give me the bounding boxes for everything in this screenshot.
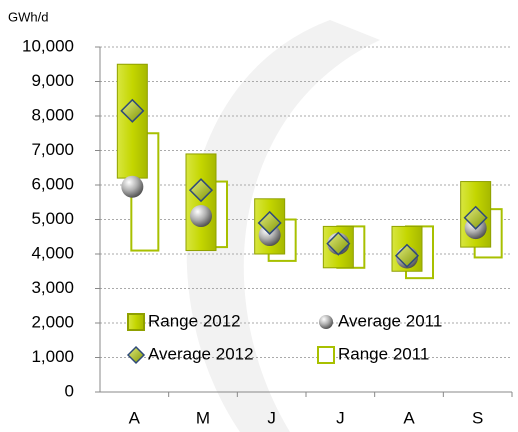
y-tick-label: 2,000 (31, 312, 74, 331)
y-tick-label: 1,000 (31, 347, 74, 366)
x-tick-label: A (403, 408, 415, 427)
range-bar (185, 153, 217, 252)
y-tick-label: 8,000 (31, 105, 74, 124)
x-tick-label: J (267, 408, 276, 427)
average-marker (394, 243, 420, 268)
legend-swatch (319, 315, 333, 329)
legend-label: Average 2012 (148, 344, 254, 363)
y-tick-label: 5,000 (31, 209, 74, 228)
x-tick-label: J (336, 408, 345, 427)
y-tick-label: 6,000 (31, 174, 74, 193)
legend-swatch (126, 345, 146, 365)
average-marker (258, 224, 281, 247)
y-tick-label: 0 (65, 381, 74, 400)
x-tick-label: M (196, 408, 210, 427)
y-tick-label: 10,000 (22, 36, 74, 55)
average-marker (120, 98, 145, 123)
average-marker (463, 205, 488, 230)
average-marker (257, 210, 282, 236)
legend-label: Range 2012 (148, 311, 241, 330)
y-tick-label: 9,000 (31, 71, 74, 90)
y-tick-label: 4,000 (31, 243, 74, 262)
x-tick-label: S (472, 408, 483, 427)
legend-label: Range 2011 (338, 344, 429, 363)
y-tick-label: 3,000 (31, 278, 74, 297)
average-marker (190, 205, 212, 228)
background-arc (186, 20, 380, 432)
average-marker (121, 175, 144, 198)
legend-swatch (127, 313, 145, 331)
y-unit-label: GWh/d (8, 9, 48, 24)
average-marker (326, 231, 351, 256)
legend-swatch (317, 346, 335, 364)
x-tick-label: A (129, 408, 141, 427)
average-marker (188, 178, 214, 203)
y-tick-label: 7,000 (31, 140, 74, 159)
legend-label: Average 2011 (338, 311, 442, 330)
